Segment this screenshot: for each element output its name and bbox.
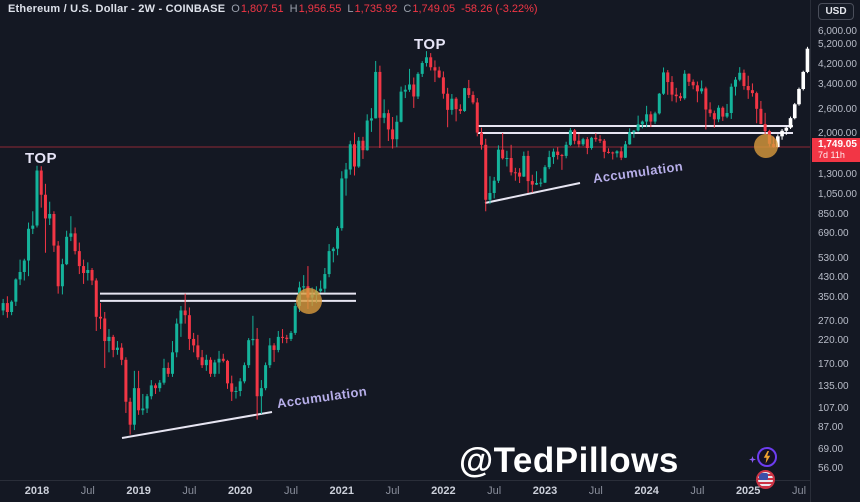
price-axis-label: 2,000.00: [818, 128, 857, 140]
time-axis-label: Jul: [80, 485, 95, 497]
trendline[interactable]: [484, 182, 581, 204]
lightning-badge-icon: [757, 447, 777, 467]
price-axis-label: 6,000.00: [818, 25, 857, 37]
time-axis-label: 2021: [329, 485, 355, 497]
price-change: -58.26 (-3.22%): [461, 3, 538, 15]
us-flag-badge-icon: [756, 470, 775, 489]
price-axis-label: 5,200.00: [818, 39, 857, 50]
price-candles: [1, 51, 776, 435]
price-axis-label: 170.00: [818, 359, 849, 371]
time-axis-label: Jul: [588, 485, 603, 497]
price-axis-label: 107.00: [818, 402, 849, 414]
price-axis-label: 850.00: [818, 208, 849, 220]
price-axis-label: 270.00: [818, 315, 849, 327]
price-axis-label: 135.00: [818, 380, 849, 392]
price-axis-label: 87.00: [818, 421, 844, 433]
lightning-bolt-icon: [763, 450, 771, 464]
time-axis-label: Jul: [487, 485, 502, 497]
price-axis-label: 1,050.00: [818, 188, 857, 200]
candlestick-chart[interactable]: [0, 0, 810, 480]
trendline[interactable]: [121, 411, 273, 439]
ohlc-open: O 1,807.51: [231, 3, 284, 15]
current-price-tag: 1,749.05 7d 11h: [812, 137, 860, 162]
price-axis-label: 530.00: [818, 252, 849, 264]
time-axis-label: 2022: [431, 485, 456, 497]
top-annotation-label[interactable]: TOP: [413, 36, 447, 53]
time-axis-label: 2019: [126, 485, 151, 497]
time-axis-label: Jul: [182, 485, 197, 497]
time-axis-label: Jul: [283, 485, 299, 497]
watermark-handle: @TedPillows: [459, 441, 679, 480]
price-axis-label: 690.00: [818, 228, 849, 240]
time-axis-label: Jul: [690, 485, 705, 497]
price-axis-label: 1,300.00: [818, 168, 857, 180]
price-axis-label: 430.00: [818, 272, 849, 284]
highlight-circle[interactable]: [296, 288, 322, 314]
symbol-title[interactable]: Ethereum / U.S. Dollar - 2W - COINBASE: [8, 3, 226, 15]
bar-countdown: 7d 11h: [818, 149, 845, 160]
time-axis-label: 2018: [24, 485, 50, 497]
currency-toggle-button[interactable]: USD: [818, 3, 854, 20]
time-axis-label: Jul: [385, 485, 400, 497]
chart-pane[interactable]: [0, 0, 810, 480]
time-axis[interactable]: 2018 Jul 2019 Jul 2020 Jul 2021 Jul 2022 Jul 2023 J…: [0, 480, 810, 502]
time-axis-label: 2023: [532, 485, 558, 497]
price-axis-label: 69.00: [818, 443, 844, 455]
price-axis-label: 56.00: [818, 463, 844, 475]
price-axis-label: 350.00: [818, 291, 849, 303]
flag-canton: [759, 473, 768, 480]
time-axis-label: 2025: [735, 485, 761, 497]
price-axis-label: 220.00: [818, 335, 849, 347]
ohlc-close: C 1,749.05: [403, 3, 456, 15]
top-annotation-label[interactable]: TOP: [24, 150, 58, 167]
price-axis-label: 4,200.00: [818, 58, 857, 70]
current-price-value: 1,749.05: [818, 138, 857, 150]
price-axis-label: 3,400.00: [818, 78, 857, 90]
ohlc-high: H 1,956.55: [289, 3, 342, 15]
symbol-legend[interactable]: Ethereum / U.S. Dollar - 2W - COINBASE O…: [8, 3, 538, 15]
highlight-circle[interactable]: [754, 134, 778, 158]
time-axis-label: Jul: [791, 485, 807, 497]
resistance-zone[interactable]: [478, 124, 793, 135]
price-axis-label: 2,600.00: [818, 103, 857, 115]
ohlc-low: L 1,735.92: [347, 3, 398, 15]
price-axis[interactable]: 6,000.00 5,200.00 4,200.00 3,400.00 2,600.00…: [810, 0, 860, 502]
time-axis-label: 2024: [634, 485, 659, 497]
projected-candles[interactable]: [776, 46, 810, 148]
time-axis-label: 2020: [227, 485, 253, 497]
sparkle-icon: [749, 456, 756, 463]
